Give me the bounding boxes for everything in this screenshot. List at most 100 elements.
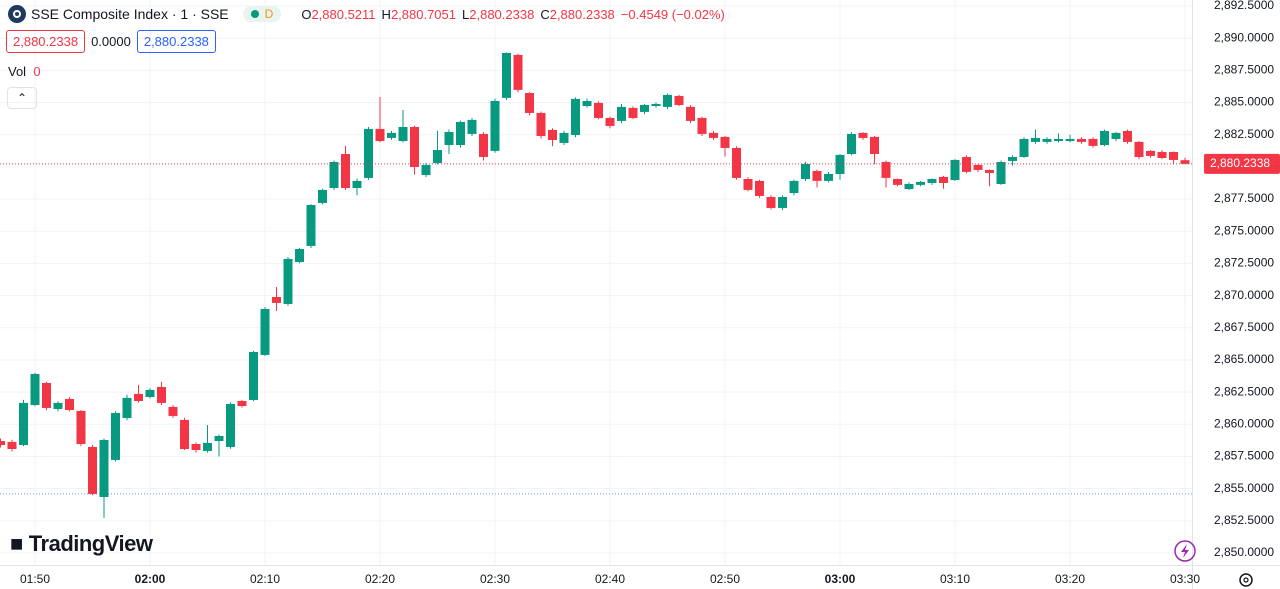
candle-body <box>927 178 937 183</box>
candle-body <box>30 373 40 405</box>
y-tick-label: 2,890.0000 <box>1214 30 1274 44</box>
status-dot <box>250 10 259 18</box>
candle-body <box>1169 151 1178 160</box>
candle-body <box>502 52 511 98</box>
vol-value: 0 <box>33 64 41 79</box>
candle-body <box>663 94 672 107</box>
candle-body <box>571 98 580 135</box>
candle-body <box>53 402 63 409</box>
candle-body <box>203 442 212 451</box>
candle-body <box>157 386 166 403</box>
candle-body <box>1077 138 1086 142</box>
ohlc-value: 2,880.2338 <box>469 6 535 22</box>
candle-body <box>214 436 224 442</box>
candle-body <box>1180 160 1190 164</box>
candle-body <box>950 159 960 181</box>
candle-body <box>996 161 1006 185</box>
candle-body <box>122 397 132 418</box>
y-tick-label: 2,850.0000 <box>1214 545 1274 559</box>
x-tick-label: 03:00 <box>825 572 856 586</box>
candle-body <box>594 102 603 118</box>
candle-body <box>835 154 845 174</box>
symbol-icon <box>8 5 26 23</box>
candle-body <box>651 103 661 107</box>
x-tick-label: 03:20 <box>1055 572 1085 586</box>
settings-icon[interactable] <box>1239 573 1253 587</box>
candle-body <box>421 164 431 175</box>
y-tick-label: 2,867.5000 <box>1214 320 1274 334</box>
candle-body <box>686 106 695 121</box>
settings-hole <box>1243 577 1249 583</box>
candle-body <box>191 443 201 451</box>
candle-body <box>111 412 120 460</box>
candle-body <box>375 128 385 142</box>
candle-body <box>1100 130 1109 146</box>
candle-body <box>329 161 339 188</box>
spread: 0.0000 <box>91 34 131 49</box>
ohlc-value: 2,880.5211 <box>311 6 376 22</box>
x-tick-label: 03:10 <box>940 572 970 586</box>
candle-body <box>536 112 546 136</box>
candle-body <box>467 119 477 134</box>
sell-box[interactable]: 2,880.2338 <box>6 30 86 53</box>
header: SSE Composite Index · 1 · SSE D O2,880.5… <box>8 4 725 24</box>
candle-body <box>318 189 327 203</box>
price-label: 2,880.2338 <box>1210 156 1270 170</box>
candle-body <box>870 136 879 155</box>
candle-body <box>352 180 362 188</box>
ohlc-label: L <box>462 6 470 22</box>
candle-body <box>1157 151 1167 159</box>
x-tick-label: 01:50 <box>20 572 50 586</box>
y-tick-label: 2,855.0000 <box>1214 481 1274 495</box>
candle-body <box>732 147 741 178</box>
candle-body <box>295 248 304 262</box>
candle-body <box>1088 138 1098 146</box>
x-tick-label: 02:20 <box>365 572 395 586</box>
alert-icon[interactable] <box>1174 540 1196 562</box>
ohlc-item: L2,880.2338 <box>462 7 534 22</box>
candle-body <box>1123 130 1132 142</box>
brand: ■ TradingView <box>10 531 153 557</box>
badge: D <box>264 7 274 21</box>
candle-body <box>364 128 373 178</box>
x-tick-label: 02:40 <box>595 572 625 586</box>
candle-body <box>1008 156 1017 161</box>
candle-body <box>99 439 109 498</box>
y-tick-label: 2,875.0000 <box>1214 223 1274 237</box>
candle-body <box>548 129 557 140</box>
y-tick-label: 2,857.5000 <box>1214 449 1274 463</box>
candle-body <box>0 441 5 446</box>
ohlc-item: O2,880.5211 <box>301 7 375 22</box>
candle-body <box>1054 138 1063 142</box>
candle-body <box>709 132 718 138</box>
y-tick-label: 2,870.0000 <box>1214 288 1274 302</box>
candle-body <box>237 400 247 407</box>
candle-body <box>617 106 626 121</box>
candle-body <box>42 382 51 408</box>
candle-body <box>76 410 86 444</box>
candle-body <box>893 178 902 185</box>
symbol[interactable]: SSE Composite Index · 1 · SSE <box>31 6 229 22</box>
candle-body <box>812 171 822 181</box>
candle-body <box>628 107 638 118</box>
candle-body <box>559 132 569 143</box>
candle-body <box>789 180 799 194</box>
candle-body <box>410 126 419 168</box>
candle-body <box>341 154 350 188</box>
x-tick-label: 02:30 <box>480 572 510 586</box>
candle-body <box>720 136 730 148</box>
ohlc-item: C2,880.2338 <box>540 7 614 22</box>
candle-body <box>180 419 189 450</box>
candle-body <box>456 121 465 146</box>
candle-body <box>398 126 408 142</box>
y-tick-label: 2,860.0000 <box>1214 416 1274 430</box>
y-tick-label: 2,872.5000 <box>1214 256 1274 270</box>
collapse-button[interactable]: ⌃ <box>7 87 37 109</box>
candle-body <box>605 117 615 126</box>
candle-body <box>19 402 28 446</box>
candle-body <box>1031 137 1040 142</box>
candle-body <box>7 441 17 450</box>
market-status[interactable]: D <box>242 6 282 22</box>
buy-box[interactable]: 2,880.2338 <box>136 30 216 53</box>
